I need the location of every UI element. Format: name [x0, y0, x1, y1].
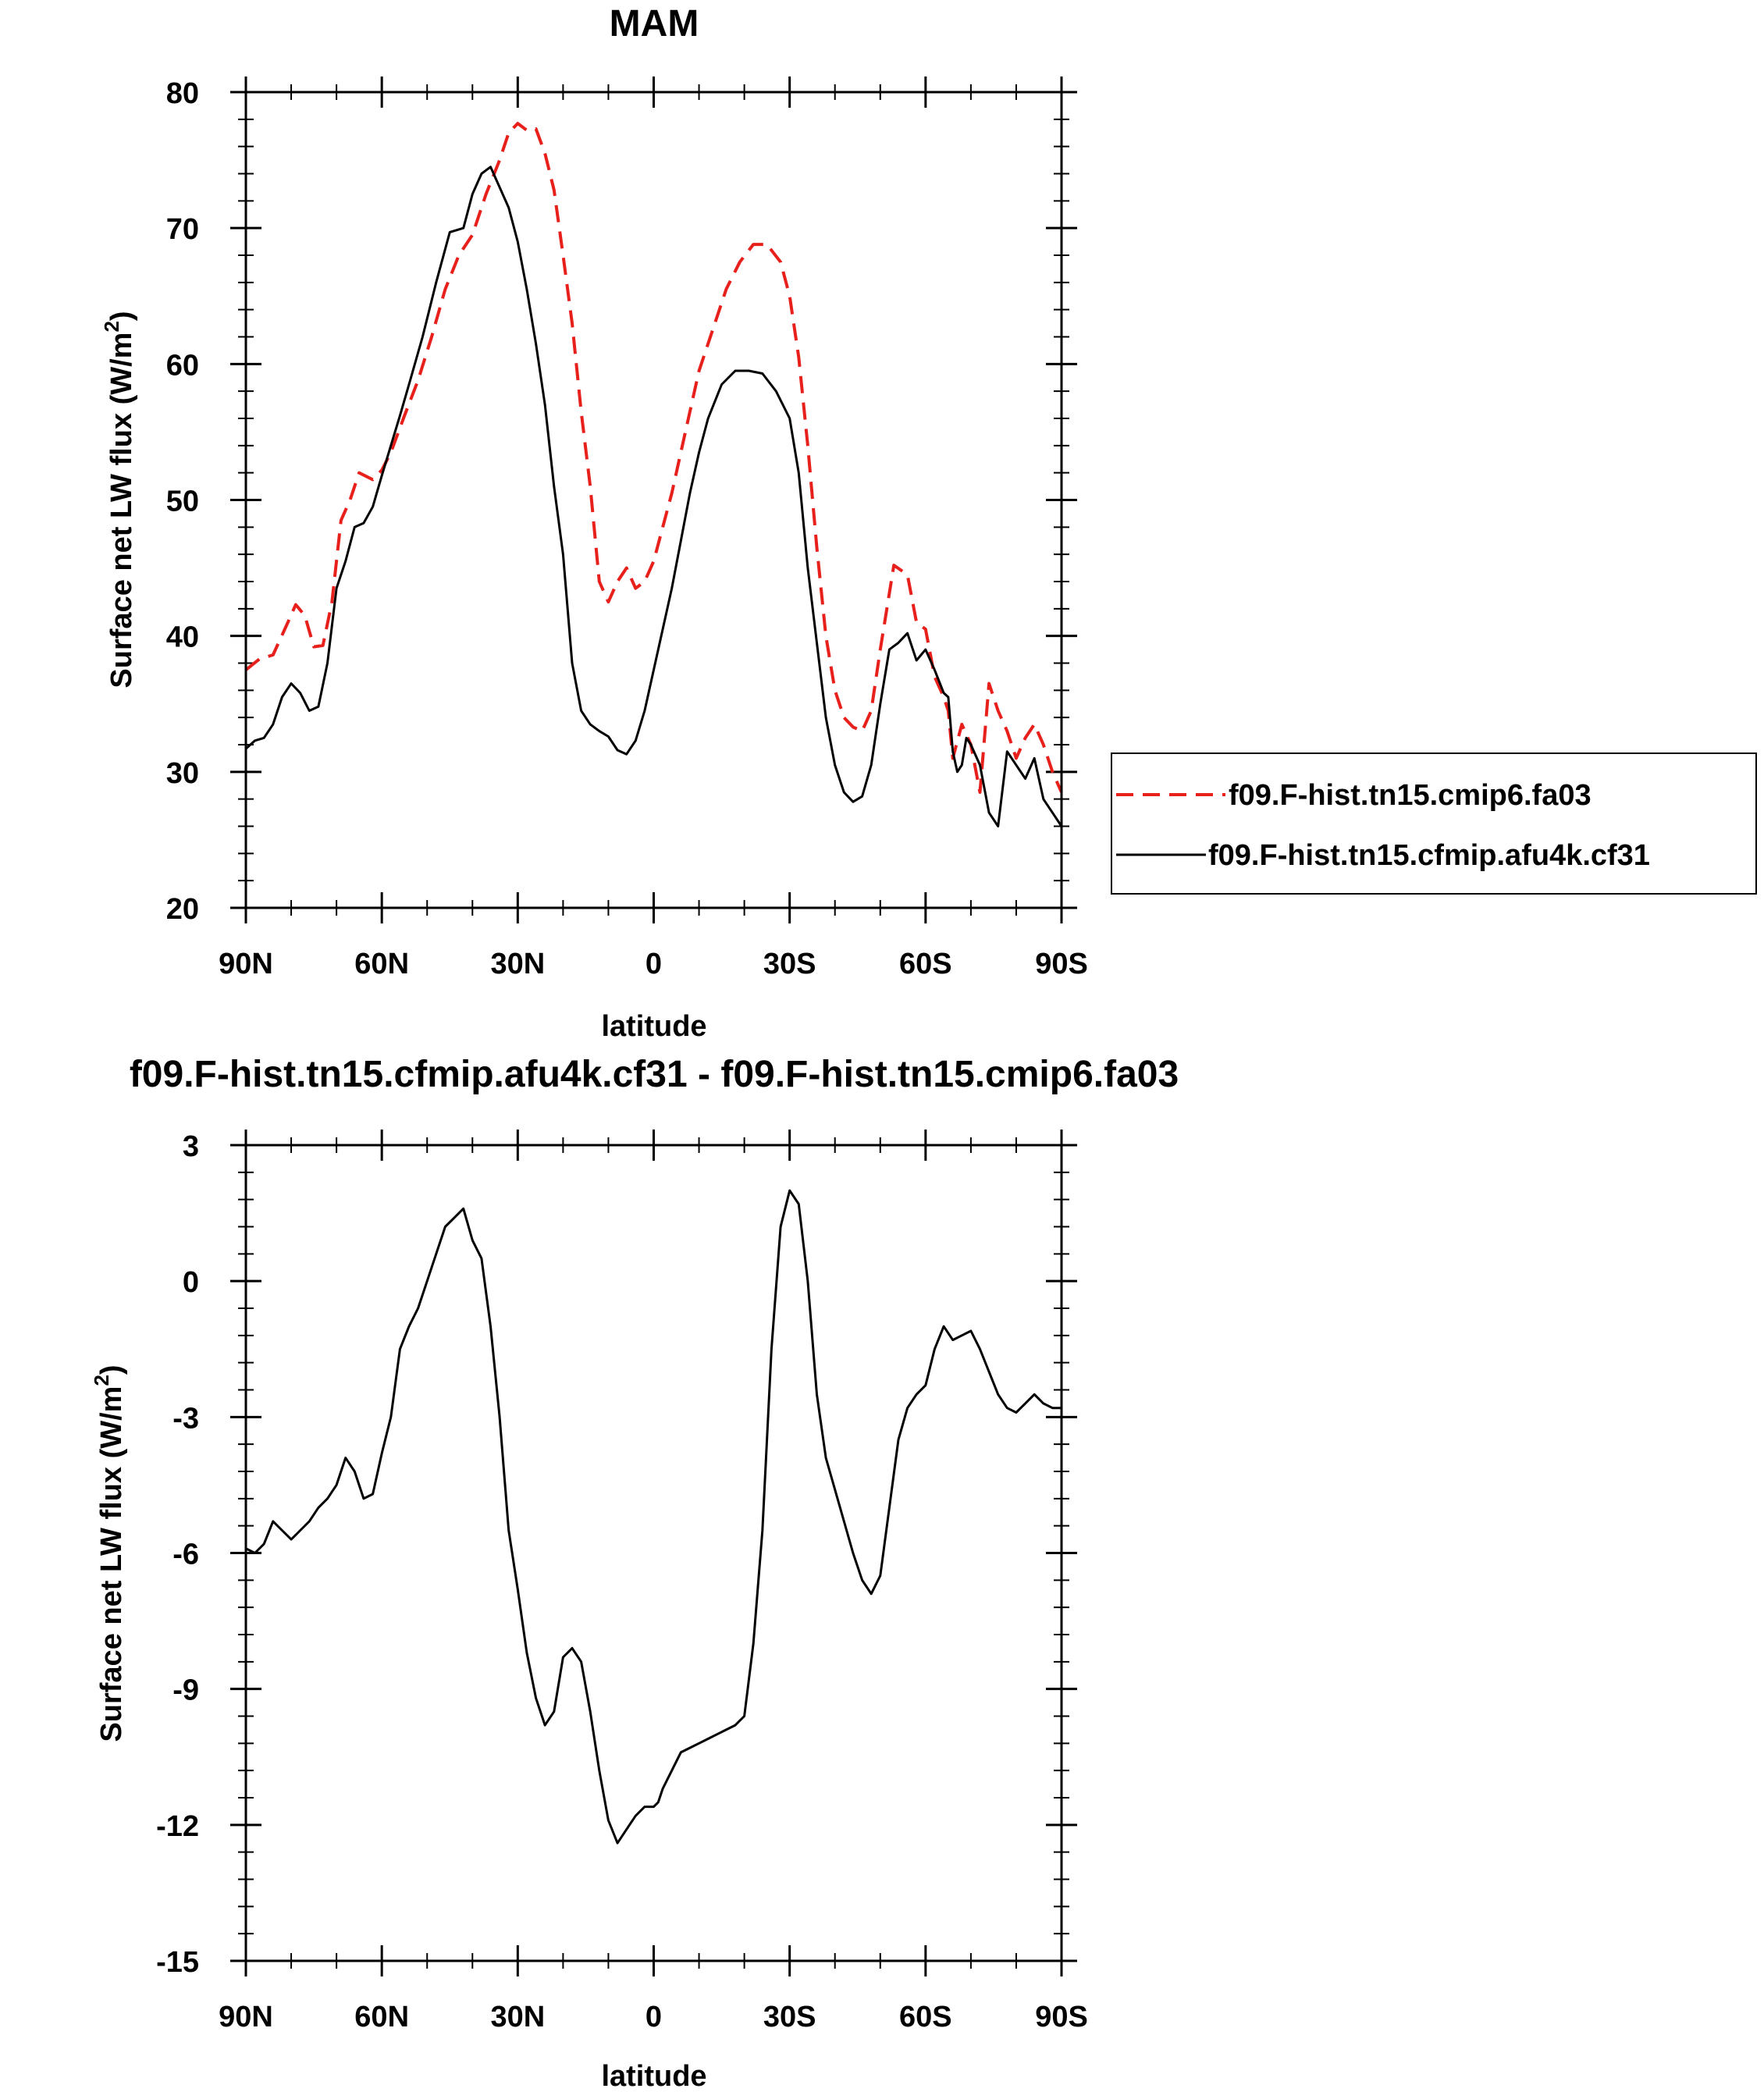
top-title: MAM: [610, 3, 699, 44]
bottom-plot-frame: [244, 1144, 1063, 1962]
y-tick-label: -9: [172, 1674, 199, 1707]
y-tick-label: 60: [166, 349, 199, 382]
bottom-title: f09.F-hist.tn15.cfmip.afu4k.cf31 - f09.F…: [130, 1054, 1179, 1095]
x-tick-label: 90S: [1035, 948, 1088, 980]
series-line-0: [245, 1189, 1062, 1845]
y-tick-label: 20: [166, 893, 199, 926]
series-line-0: [244, 122, 1063, 794]
x-tick-label: 60N: [354, 2001, 409, 2033]
y-tick-label: -3: [172, 1402, 199, 1435]
top-y-tick-labels: 20 30 40 50 60 70 80: [166, 77, 199, 926]
top-x-tick-labels: 90N 60N 30N 0 30S 60S 90S: [219, 948, 1088, 980]
x-tick-label: 0: [645, 948, 662, 980]
top-plot-frame: [244, 91, 1063, 909]
x-tick-label: 60S: [899, 2001, 952, 2033]
bottom-panel: f09.F-hist.tn15.cfmip.afu4k.cf31 - f09.F…: [90, 1054, 1179, 2092]
bottom-y-axis-label: Surface net LW flux (W/m2): [90, 1364, 128, 1742]
x-tick-label: 90N: [219, 2001, 273, 2033]
y-tick-label: 40: [166, 621, 199, 654]
bottom-x-tick-labels: 90N 60N 30N 0 30S 60S 90S: [219, 2001, 1088, 2033]
bottom-tick-marks: [230, 1130, 1077, 1976]
y-tick-label: 3: [183, 1130, 199, 1163]
legend-label-cmip6: f09.F-hist.tn15.cmip6.fa03: [1229, 779, 1592, 812]
y-tick-label: 30: [166, 757, 199, 790]
bottom-y-tick-labels: -15 -12 -9 -6 -3 0 3: [156, 1130, 199, 1979]
top-x-axis-label: latitude: [601, 1010, 706, 1043]
x-tick-label: 90S: [1035, 2001, 1088, 2033]
legend-label-cfmip: f09.F-hist.tn15.cfmip.afu4k.cf31: [1208, 839, 1650, 872]
top-series-group: [244, 122, 1063, 827]
series-line-1: [244, 165, 1063, 827]
legend: f09.F-hist.tn15.cmip6.fa03 f09.F-hist.tn…: [1111, 752, 1757, 895]
x-tick-label: 30S: [763, 2001, 816, 2033]
y-tick-label: 0: [183, 1266, 199, 1299]
legend-box: [1111, 752, 1757, 895]
top-panel: MAM 20 30 40 50 60 70 80 90N 60N 30N 0 30S 60S 90S l…: [100, 3, 1757, 1043]
x-tick-label: 90N: [219, 948, 273, 980]
bottom-x-axis-label: latitude: [601, 2060, 706, 2092]
y-tick-label: -15: [156, 1946, 199, 1979]
x-tick-label: 60S: [899, 948, 952, 980]
x-tick-label: 30S: [763, 948, 816, 980]
y-tick-label: 50: [166, 486, 199, 518]
x-tick-label: 30N: [490, 2001, 545, 2033]
x-tick-label: 30N: [490, 948, 545, 980]
y-tick-label: 80: [166, 77, 199, 110]
y-tick-label: 70: [166, 213, 199, 246]
x-tick-label: 60N: [354, 948, 409, 980]
bottom-series-group: [245, 1189, 1062, 1845]
top-y-axis-label: Surface net LW flux (W/m2): [100, 311, 138, 688]
x-tick-label: 0: [645, 2001, 662, 2033]
y-tick-label: -6: [172, 1539, 199, 1571]
top-tick-marks: [230, 76, 1077, 923]
y-tick-label: -12: [156, 1810, 199, 1843]
